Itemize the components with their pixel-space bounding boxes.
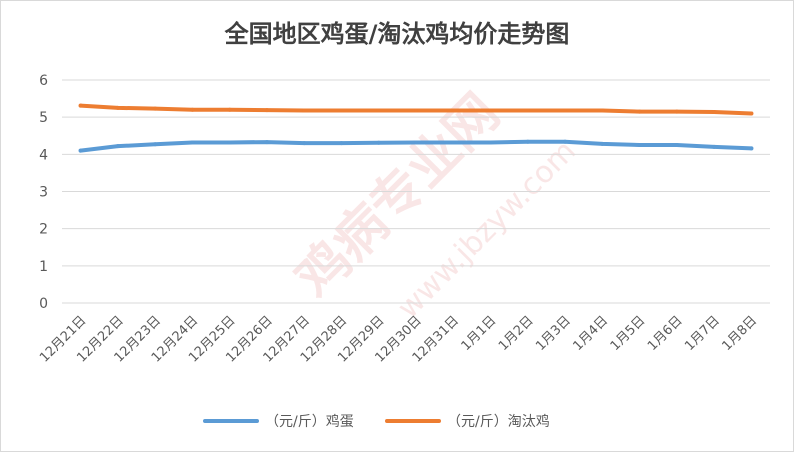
data-point [153, 106, 158, 111]
data-point [227, 140, 232, 145]
data-point [414, 140, 418, 145]
x-tick-label: 1月3日 [533, 313, 574, 354]
data-point [451, 140, 456, 145]
x-tick-label: 1月7日 [682, 313, 723, 354]
data-point [339, 108, 344, 113]
chart-title: 全国地区鸡蛋/淘汰鸡均价走势图 [224, 20, 570, 48]
y-tick-label: 4 [39, 147, 48, 163]
data-point [264, 140, 269, 145]
x-tick-label: 1月8日 [720, 313, 761, 354]
legend: （元/斤）鸡蛋 （元/斤）淘汰鸡 [203, 413, 550, 430]
data-point [115, 144, 120, 149]
data-point [600, 108, 605, 113]
data-point [563, 139, 568, 144]
y-tick-label: 3 [39, 185, 48, 201]
data-point [674, 143, 679, 148]
x-axis-ticks: 12月21日12月22日12月23日12月24日12月25日12月26日12月2… [37, 313, 760, 365]
data-point [525, 139, 530, 144]
data-point [600, 141, 605, 146]
data-point [749, 111, 754, 116]
data-point [78, 103, 83, 108]
data-point [302, 141, 307, 146]
y-axis-ticks: 0 1 2 3 4 5 6 [39, 73, 48, 312]
data-point [488, 140, 493, 145]
data-point [712, 144, 717, 149]
x-tick-label: 1月6日 [645, 313, 686, 354]
data-point [227, 107, 232, 112]
data-point [712, 109, 717, 114]
legend-label-1: （元/斤）淘汰鸡 [447, 413, 550, 430]
data-point [190, 107, 195, 112]
data-point [637, 109, 642, 114]
data-point [339, 141, 344, 146]
data-point [674, 109, 679, 114]
data-point [749, 146, 754, 151]
y-tick-label: 2 [39, 222, 48, 238]
data-point [376, 140, 381, 145]
data-point [451, 108, 456, 113]
data-point [190, 140, 195, 145]
gridlines [62, 79, 770, 304]
legend-label-0: （元/斤）鸡蛋 [265, 413, 354, 430]
y-tick-label: 5 [39, 110, 48, 126]
y-tick-label: 0 [39, 296, 48, 312]
data-point [376, 108, 381, 113]
y-tick-label: 6 [39, 73, 48, 89]
data-point [488, 108, 493, 113]
data-point [153, 142, 158, 147]
x-tick-label: 1月5日 [608, 313, 649, 354]
data-point [264, 108, 269, 113]
x-tick-label: 1月2日 [496, 313, 537, 354]
data-point [525, 108, 530, 113]
data-point [302, 108, 307, 113]
data-point [563, 108, 568, 113]
data-point [414, 108, 418, 113]
series-lines [78, 103, 754, 153]
data-point [115, 105, 120, 110]
y-tick-label: 1 [39, 259, 48, 275]
x-tick-label: 1月4日 [570, 313, 611, 354]
data-point [637, 143, 642, 148]
data-point [78, 148, 83, 153]
x-tick-label: 1月1日 [459, 313, 500, 354]
watermark: 鸡病专业网 www.jbzyw.com [285, 83, 583, 326]
